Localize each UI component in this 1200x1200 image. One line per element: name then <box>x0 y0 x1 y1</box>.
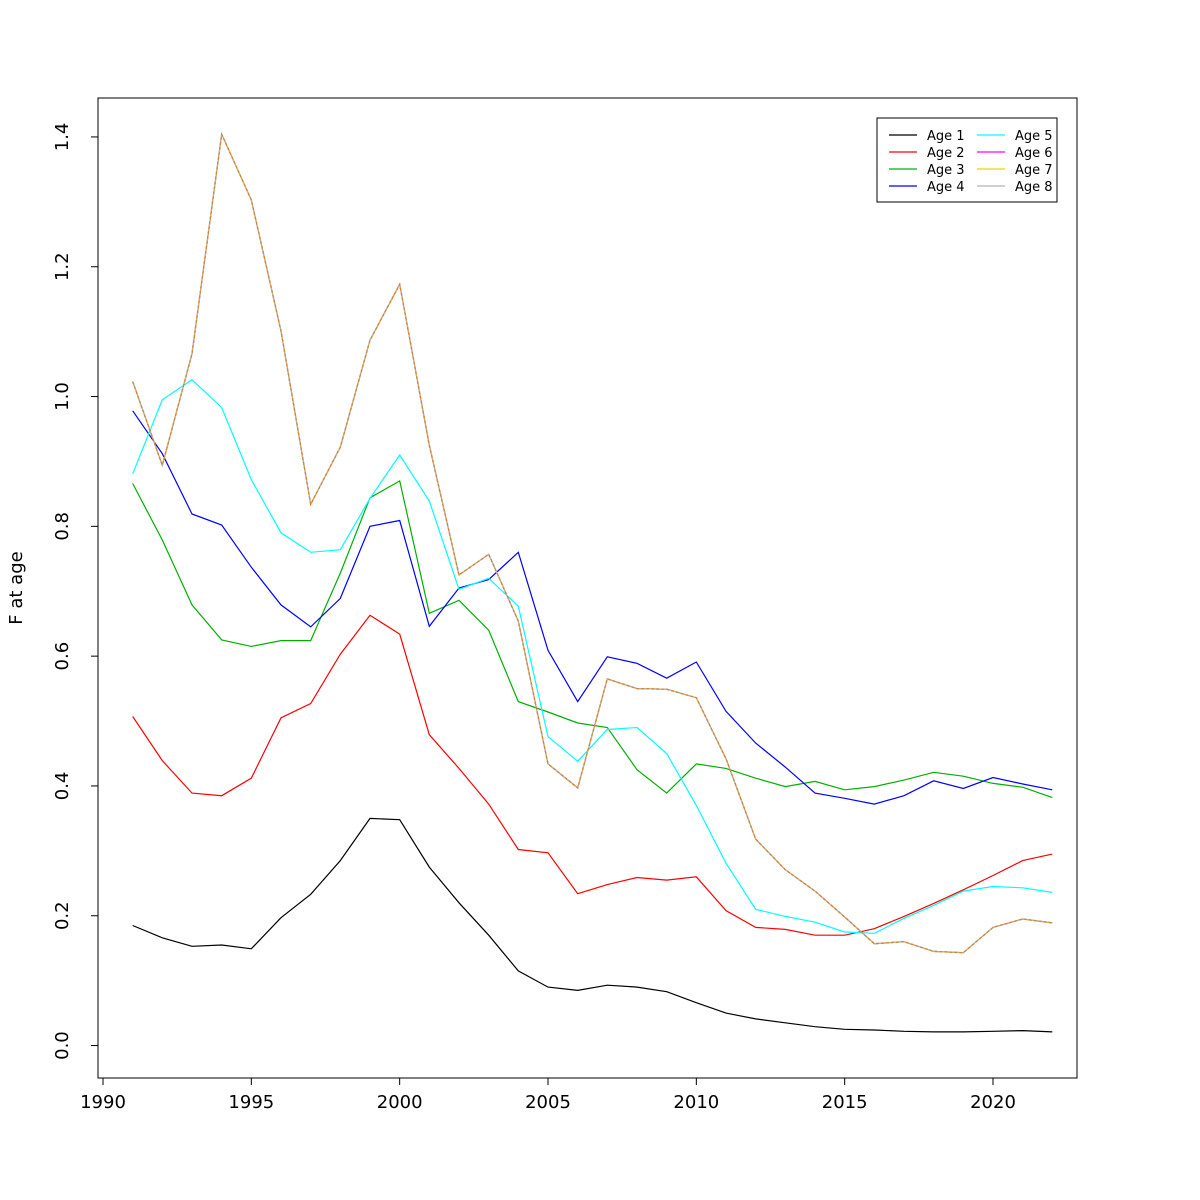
series-line-age-2 <box>132 614 1053 936</box>
legend-box <box>876 117 1058 203</box>
legend-label: Age 7 <box>1015 163 1053 178</box>
y-tick-label: 1.2 <box>52 252 73 281</box>
x-tick-label: 1995 <box>228 1092 274 1113</box>
legend-label: Age 3 <box>927 163 965 178</box>
y-tick-label: 1.0 <box>52 382 73 411</box>
x-tick-label: 2005 <box>525 1092 571 1113</box>
legend-label: Age 6 <box>1015 146 1053 161</box>
series-line-overlap-ages-6-8 <box>132 131 1053 954</box>
series-line-age-5 <box>132 378 1053 934</box>
x-tick-label: 2020 <box>970 1092 1016 1113</box>
x-tick-label: 2000 <box>377 1092 423 1113</box>
y-tick-label: 1.4 <box>52 123 73 152</box>
legend-label: Age 1 <box>927 129 965 144</box>
y-tick-label: 0.8 <box>52 512 73 541</box>
x-axis: 1990 1995 2000 2005 2010 2015 2020 <box>80 1077 1016 1113</box>
series-line-age-1 <box>132 817 1053 1033</box>
y-tick-label: 0.2 <box>52 901 73 930</box>
legend-label: Age 8 <box>1015 180 1053 195</box>
y-tick-label: 0.0 <box>52 1031 73 1060</box>
series-line-age-8 <box>132 132 1053 954</box>
legend-label: Age 2 <box>927 146 965 161</box>
y-axis: 0.0 0.2 0.4 0.6 0.8 1.0 1.2 1.4 <box>52 123 99 1060</box>
series-line-age-7 <box>132 132 1053 954</box>
x-tick-label: 2010 <box>673 1092 719 1113</box>
series-line-age-6 <box>132 132 1053 954</box>
y-tick-label: 0.6 <box>52 642 73 671</box>
y-axis-title: F at age <box>6 551 27 624</box>
y-tick-label: 0.4 <box>52 772 73 801</box>
series-line-age-4 <box>132 410 1053 805</box>
series-layer <box>132 131 1053 1033</box>
series-line-age-3 <box>132 479 1053 799</box>
x-tick-label: 1990 <box>80 1092 126 1113</box>
legend-label: Age 5 <box>1015 129 1053 144</box>
plot-frame <box>97 97 1078 1079</box>
legend-label: Age 4 <box>927 180 965 195</box>
x-tick-label: 2015 <box>822 1092 868 1113</box>
legend: Age 1 Age 2 Age 3 Age 4 Age 5 Age 6 Age 7 Age 8 <box>876 117 1058 203</box>
